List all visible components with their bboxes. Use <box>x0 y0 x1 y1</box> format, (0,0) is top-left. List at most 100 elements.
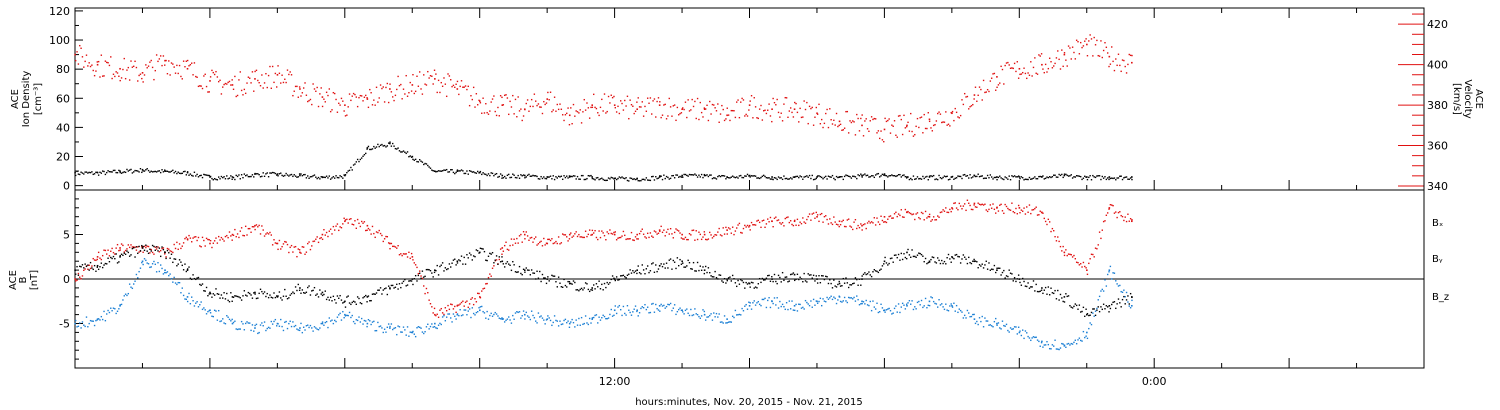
b--point <box>501 260 504 263</box>
b--point <box>860 284 862 286</box>
b--point <box>792 272 795 274</box>
b-z-point <box>737 224 739 226</box>
b--point <box>614 279 616 282</box>
velocity-point <box>250 82 252 84</box>
b--point <box>211 315 213 317</box>
ion-density-point <box>1070 174 1072 176</box>
ion-density-point <box>1013 175 1016 177</box>
b--point <box>714 270 716 273</box>
b--point <box>900 306 902 308</box>
velocity-point <box>663 104 665 106</box>
b--point <box>408 335 410 337</box>
velocity-point <box>969 105 971 108</box>
ion-density-point <box>990 176 993 178</box>
velocity-point <box>489 110 491 112</box>
b--point <box>644 303 646 306</box>
b-z-point <box>583 236 585 239</box>
b-z-point <box>869 222 871 224</box>
ion-density-point <box>427 164 429 167</box>
b--point <box>450 266 452 268</box>
b-z-point <box>335 225 337 227</box>
b--point <box>939 262 942 265</box>
b--point <box>1043 289 1045 291</box>
velocity-point <box>219 79 221 81</box>
ion-density-point <box>1063 173 1066 175</box>
b--point <box>338 314 340 316</box>
b--point <box>230 292 232 294</box>
top-panel-frame <box>74 7 1425 191</box>
b-z-point <box>266 232 268 234</box>
b--point <box>149 248 151 250</box>
b--point <box>262 325 264 327</box>
b--point <box>829 297 831 299</box>
velocity-point <box>485 103 487 105</box>
ion-density-point <box>553 178 556 181</box>
ion-density-point <box>1030 178 1032 180</box>
b-z-point <box>593 232 595 234</box>
b--point <box>819 297 822 300</box>
velocity-point <box>749 100 751 102</box>
b--point <box>682 262 684 264</box>
b-z-point <box>462 300 464 302</box>
velocity-point <box>238 79 240 81</box>
velocity-point <box>490 101 492 103</box>
b--point <box>744 305 746 307</box>
b--point <box>907 302 909 304</box>
b--point <box>993 264 996 267</box>
velocity-point <box>106 61 108 64</box>
b-z-point <box>247 227 250 230</box>
velocity-point <box>158 58 161 60</box>
ion-density-point <box>321 176 324 178</box>
velocity-point <box>116 72 119 74</box>
b-z-point <box>1019 211 1021 214</box>
velocity-point <box>799 107 801 110</box>
b--point <box>321 291 324 294</box>
velocity-point <box>386 82 389 85</box>
velocity-point <box>586 102 588 104</box>
ion-density-point <box>773 177 776 179</box>
b-z-point <box>853 221 855 223</box>
b--point <box>727 277 730 279</box>
velocity-point <box>363 96 366 98</box>
velocity-point <box>145 64 147 66</box>
ion-density-point <box>624 177 626 180</box>
b--point <box>862 273 865 276</box>
b--point <box>566 286 568 288</box>
b--point <box>209 292 212 295</box>
velocity-point <box>752 117 754 119</box>
velocity-point <box>539 106 541 108</box>
b-axis-label: ACE B [nT] <box>8 270 40 290</box>
ion-density-point <box>761 175 764 178</box>
ion-density-point <box>288 175 290 177</box>
velocity-point <box>861 114 863 116</box>
ion-density-point <box>366 147 369 149</box>
b--point <box>365 320 367 322</box>
b--point <box>418 272 421 274</box>
ion-density-point <box>694 173 696 175</box>
velocity-point <box>142 81 144 83</box>
b--point <box>646 306 649 308</box>
b--point <box>103 310 105 313</box>
b--point <box>288 322 290 325</box>
velocity-point <box>725 118 727 120</box>
b-z-point <box>839 223 842 226</box>
ion-density-point <box>675 174 677 176</box>
ion-density-point <box>695 174 697 177</box>
ion-density-point <box>1042 175 1044 177</box>
velocity-point <box>230 84 232 86</box>
b--point <box>642 307 645 309</box>
b-z-point <box>1085 267 1087 269</box>
b--point <box>579 288 581 291</box>
b--point <box>992 268 994 271</box>
b-z-point <box>791 223 793 226</box>
b--point <box>244 294 247 296</box>
velocity-point <box>420 88 422 90</box>
velocity-point <box>479 102 482 104</box>
ion-density-point <box>834 178 836 181</box>
b--point <box>428 269 430 271</box>
b--point <box>444 267 447 269</box>
velocity-point <box>375 86 378 89</box>
ion-density-point <box>149 171 151 173</box>
b--point <box>1046 341 1048 343</box>
b-z-point <box>278 239 281 242</box>
